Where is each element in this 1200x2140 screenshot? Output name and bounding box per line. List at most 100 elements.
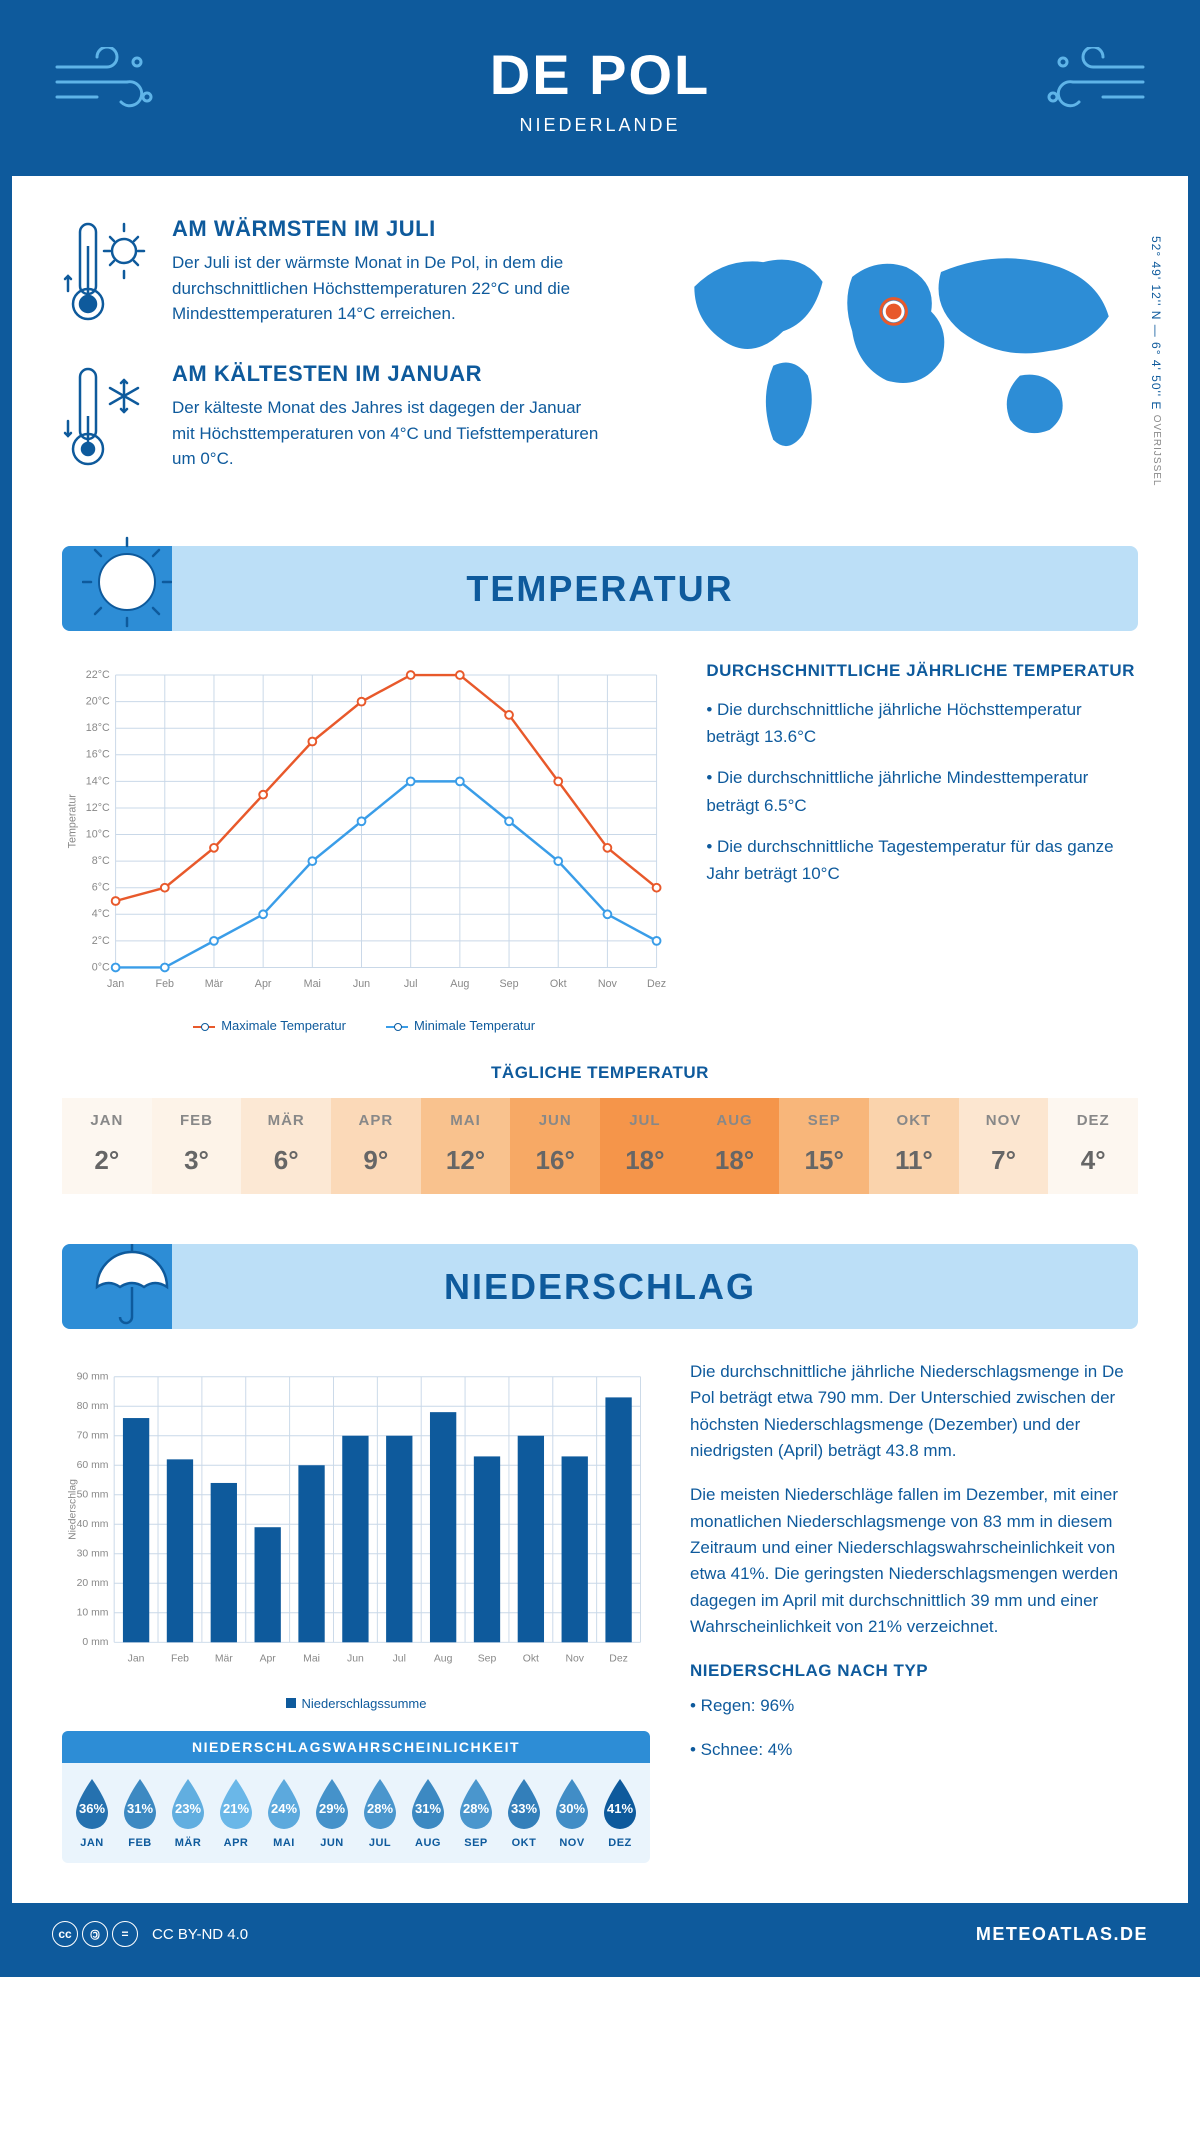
precip-legend: Niederschlagssumme: [62, 1696, 650, 1711]
thermometer-sun-icon: [62, 216, 152, 331]
infographic-frame: DE POL NIEDERLANDE AM WÄRMSTEN IM JULI D…: [0, 0, 1200, 1977]
daily-cell: SEP15°: [779, 1098, 869, 1194]
svg-text:Nov: Nov: [565, 1653, 584, 1664]
svg-text:Temperatur: Temperatur: [67, 794, 79, 849]
temperature-title: TEMPERATUR: [172, 568, 1138, 610]
svg-text:Sep: Sep: [500, 978, 519, 990]
prob-title: NIEDERSCHLAGSWAHRSCHEINLICHKEIT: [62, 1731, 650, 1763]
coordinates: 52° 49' 12'' N — 6° 4' 50'' E OVERIJSSEL: [1149, 236, 1163, 486]
license-text: CC BY-ND 4.0: [152, 1926, 248, 1943]
svg-text:70 mm: 70 mm: [77, 1431, 109, 1442]
svg-text:Dez: Dez: [647, 978, 666, 990]
prob-drop: 28%SEP: [454, 1777, 498, 1849]
daily-cell: NOV7°: [959, 1098, 1049, 1194]
svg-text:80 mm: 80 mm: [77, 1401, 109, 1412]
svg-text:6°C: 6°C: [92, 882, 110, 894]
site-name: METEOATLAS.DE: [976, 1924, 1148, 1945]
svg-text:Nov: Nov: [598, 978, 618, 990]
page-subtitle: NIEDERLANDE: [52, 115, 1148, 136]
svg-text:Jul: Jul: [404, 978, 418, 990]
prob-drop: 21%APR: [214, 1777, 258, 1849]
daily-temp-grid: JAN2°FEB3°MÄR6°APR9°MAI12°JUN16°JUL18°AU…: [62, 1098, 1138, 1194]
umbrella-icon: [82, 1232, 172, 1337]
svg-text:Dez: Dez: [609, 1653, 628, 1664]
svg-text:Apr: Apr: [255, 978, 272, 990]
svg-text:60 mm: 60 mm: [77, 1460, 109, 1471]
svg-text:4°C: 4°C: [92, 908, 110, 920]
svg-text:Sep: Sep: [478, 1653, 497, 1664]
precipitation-banner: NIEDERSCHLAG: [62, 1244, 1138, 1329]
temperature-banner: TEMPERATUR: [62, 546, 1138, 631]
prob-drop: 28%JUL: [358, 1777, 402, 1849]
sun-icon: [82, 534, 172, 634]
svg-text:Jun: Jun: [347, 1653, 364, 1664]
svg-text:50 mm: 50 mm: [77, 1490, 109, 1501]
svg-text:Mai: Mai: [304, 978, 321, 990]
intro-row: AM WÄRMSTEN IM JULI Der Juli ist der wär…: [62, 216, 1138, 506]
precipitation-row: 0 mm10 mm20 mm30 mm40 mm50 mm60 mm70 mm8…: [62, 1359, 1138, 1863]
wind-icon-left: [52, 47, 162, 122]
svg-text:18°C: 18°C: [86, 722, 110, 734]
svg-text:10°C: 10°C: [86, 828, 110, 840]
svg-text:16°C: 16°C: [86, 749, 110, 761]
coords-region: OVERIJSSEL: [1151, 415, 1162, 487]
svg-text:Feb: Feb: [171, 1653, 189, 1664]
daily-cell: JUN16°: [510, 1098, 600, 1194]
svg-text:Aug: Aug: [450, 978, 469, 990]
prob-drop: 30%NOV: [550, 1777, 594, 1849]
svg-text:Aug: Aug: [434, 1653, 453, 1664]
svg-text:22°C: 22°C: [86, 669, 110, 681]
svg-text:10 mm: 10 mm: [77, 1608, 109, 1619]
content: AM WÄRMSTEN IM JULI Der Juli ist der wär…: [12, 176, 1188, 1903]
prob-drop: 41%DEZ: [598, 1777, 642, 1849]
temperature-row: 0°C 2°C 4°C 6°C 8°C 10°C 12°C 14°C 16°C 18°C 20°C 2…: [62, 661, 1138, 1033]
svg-text:Jul: Jul: [393, 1653, 406, 1664]
daily-cell: FEB3°: [152, 1098, 242, 1194]
wind-icon-right: [1038, 47, 1148, 122]
svg-text:Apr: Apr: [260, 1653, 277, 1664]
cc-icons: cc🄯=: [52, 1921, 138, 1947]
daily-temp-title: TÄGLICHE TEMPERATUR: [62, 1063, 1138, 1083]
svg-text:Niederschlag: Niederschlag: [67, 1479, 78, 1540]
precipitation-bar-chart: 0 mm10 mm20 mm30 mm40 mm50 mm60 mm70 mm8…: [62, 1359, 650, 1711]
daily-cell: JAN2°: [62, 1098, 152, 1194]
fact-coldest: AM KÄLTESTEN IM JANUAR Der kälteste Mona…: [62, 361, 605, 476]
svg-text:0 mm: 0 mm: [82, 1637, 108, 1648]
svg-text:12°C: 12°C: [86, 802, 110, 814]
svg-text:Jan: Jan: [107, 978, 124, 990]
page-title: DE POL: [52, 42, 1148, 107]
daily-cell: MAI12°: [421, 1098, 511, 1194]
svg-text:30 mm: 30 mm: [77, 1549, 109, 1560]
svg-text:8°C: 8°C: [92, 855, 110, 867]
svg-text:Jun: Jun: [353, 978, 370, 990]
world-map: 52° 49' 12'' N — 6° 4' 50'' E OVERIJSSEL: [645, 216, 1138, 506]
daily-cell: MÄR6°: [241, 1098, 331, 1194]
prob-drop: 36%JAN: [70, 1777, 114, 1849]
svg-text:2°C: 2°C: [92, 935, 110, 947]
prob-drop: 24%MAI: [262, 1777, 306, 1849]
prob-drop: 33%OKT: [502, 1777, 546, 1849]
header: DE POL NIEDERLANDE: [12, 12, 1188, 176]
precipitation-probability-box: NIEDERSCHLAGSWAHRSCHEINLICHKEIT 36%JAN31…: [62, 1731, 650, 1863]
prob-drop: 31%FEB: [118, 1777, 162, 1849]
fact-cold-text: Der kälteste Monat des Jahres ist dagege…: [172, 395, 605, 472]
precipitation-title: NIEDERSCHLAG: [172, 1266, 1138, 1308]
fact-warm-title: AM WÄRMSTEN IM JULI: [172, 216, 605, 242]
svg-text:0°C: 0°C: [92, 961, 110, 973]
svg-text:20°C: 20°C: [86, 696, 110, 708]
temperature-info: DURCHSCHNITTLICHE JÄHRLICHE TEMPERATUR •…: [706, 661, 1138, 1033]
svg-text:14°C: 14°C: [86, 775, 110, 787]
thermometer-snow-icon: [62, 361, 152, 476]
facts-column: AM WÄRMSTEN IM JULI Der Juli ist der wär…: [62, 216, 605, 506]
footer: cc🄯= CC BY-ND 4.0 METEOATLAS.DE: [12, 1903, 1188, 1965]
svg-text:Mär: Mär: [215, 1653, 233, 1664]
temp-legend: Maximale Temperatur Minimale Temperatur: [62, 1018, 666, 1033]
precipitation-text: Die durchschnittliche jährliche Niedersc…: [690, 1359, 1138, 1863]
svg-text:Feb: Feb: [156, 978, 175, 990]
prob-drop: 31%AUG: [406, 1777, 450, 1849]
temperature-line-chart: 0°C 2°C 4°C 6°C 8°C 10°C 12°C 14°C 16°C 18°C 20°C 2…: [62, 661, 666, 1033]
svg-text:Mär: Mär: [205, 978, 224, 990]
svg-text:40 mm: 40 mm: [77, 1519, 109, 1530]
svg-text:Mai: Mai: [303, 1653, 320, 1664]
svg-text:90 mm: 90 mm: [77, 1372, 109, 1383]
